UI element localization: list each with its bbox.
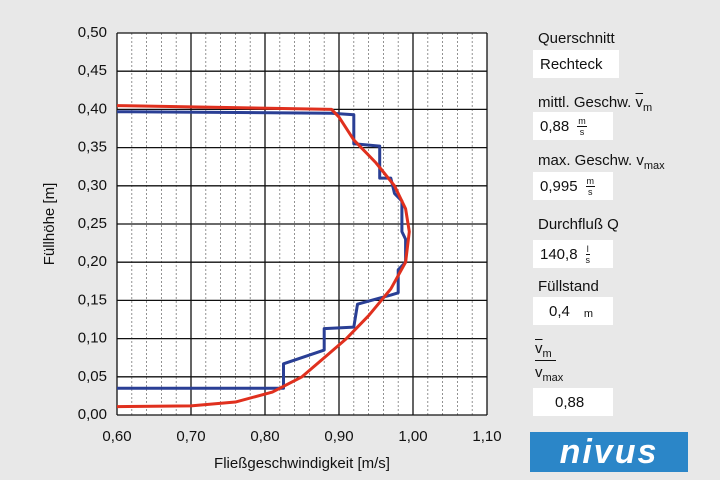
x-tick-label: 1,10 xyxy=(472,428,501,445)
ratio-numerator: vm xyxy=(535,340,556,361)
y-tick-label: 0,00 xyxy=(78,406,107,423)
subscript: m xyxy=(643,102,653,114)
level-label: Füllstand xyxy=(538,278,599,295)
y-axis-title: Füllhöhe [m] xyxy=(41,183,58,266)
value: 0,88 xyxy=(540,117,570,135)
value: 140,8 xyxy=(540,245,578,263)
y-tick-label: 0,25 xyxy=(78,215,107,232)
profile-line xyxy=(116,104,411,409)
y-tick-label: 0,30 xyxy=(78,177,107,194)
section-value: Rechteck xyxy=(533,50,619,78)
subscript: m xyxy=(542,348,552,360)
unit-den: s xyxy=(579,126,585,137)
unit-den: s xyxy=(585,254,591,265)
flow-box: 140,8 l s xyxy=(533,240,613,268)
x-tick-label: 0,80 xyxy=(250,428,279,445)
value: 0,4 xyxy=(549,302,570,320)
unit-num: m xyxy=(577,115,587,127)
subscript: max xyxy=(542,372,564,384)
unit-num: m xyxy=(585,175,596,187)
unit: m xyxy=(583,308,594,320)
x-tick-label: 0,90 xyxy=(324,428,353,445)
y-tick-label: 0,45 xyxy=(78,62,107,79)
section-label: Querschnitt xyxy=(538,30,615,47)
y-tick-label: 0,40 xyxy=(78,100,107,117)
unit-den: s xyxy=(588,186,593,197)
y-tick-label: 0,15 xyxy=(78,291,107,308)
text: max. Geschw. v xyxy=(538,152,644,169)
ratio-box: 0,88 xyxy=(533,388,613,416)
ratio-denominator: vmax xyxy=(535,364,563,384)
y-tick-label: 0,20 xyxy=(78,253,107,270)
text: mittl. Geschw. xyxy=(538,94,636,111)
unit-num: l xyxy=(585,243,590,255)
symbol: v xyxy=(535,340,543,357)
vmean-box: 0,88 m s xyxy=(533,112,613,140)
y-tick-label: 0,10 xyxy=(78,330,107,347)
y-tick-label: 0,35 xyxy=(78,139,107,156)
value: 0,995 xyxy=(540,177,578,195)
vmax-box: 0,995 m s xyxy=(533,172,613,200)
subscript: max xyxy=(643,160,665,172)
flow-label: Durchfluß Q xyxy=(538,216,619,233)
x-tick-label: 0,70 xyxy=(176,428,205,445)
y-tick-label: 0,05 xyxy=(78,368,107,385)
y-tick-label: 0,50 xyxy=(78,24,107,41)
level-box: 0,4 m xyxy=(533,297,613,325)
symbol: v xyxy=(635,94,644,111)
x-tick-label: 0,60 xyxy=(102,428,131,445)
symbol: v xyxy=(535,364,543,381)
logo: nivus xyxy=(530,432,688,472)
x-axis-title: Fließgeschwindigkeit [m/s] xyxy=(214,455,390,472)
vmax-label: max. Geschw. vmax xyxy=(538,152,665,172)
x-tick-label: 1,00 xyxy=(398,428,427,445)
vmean-label: mittl. Geschw. vm xyxy=(538,94,652,114)
